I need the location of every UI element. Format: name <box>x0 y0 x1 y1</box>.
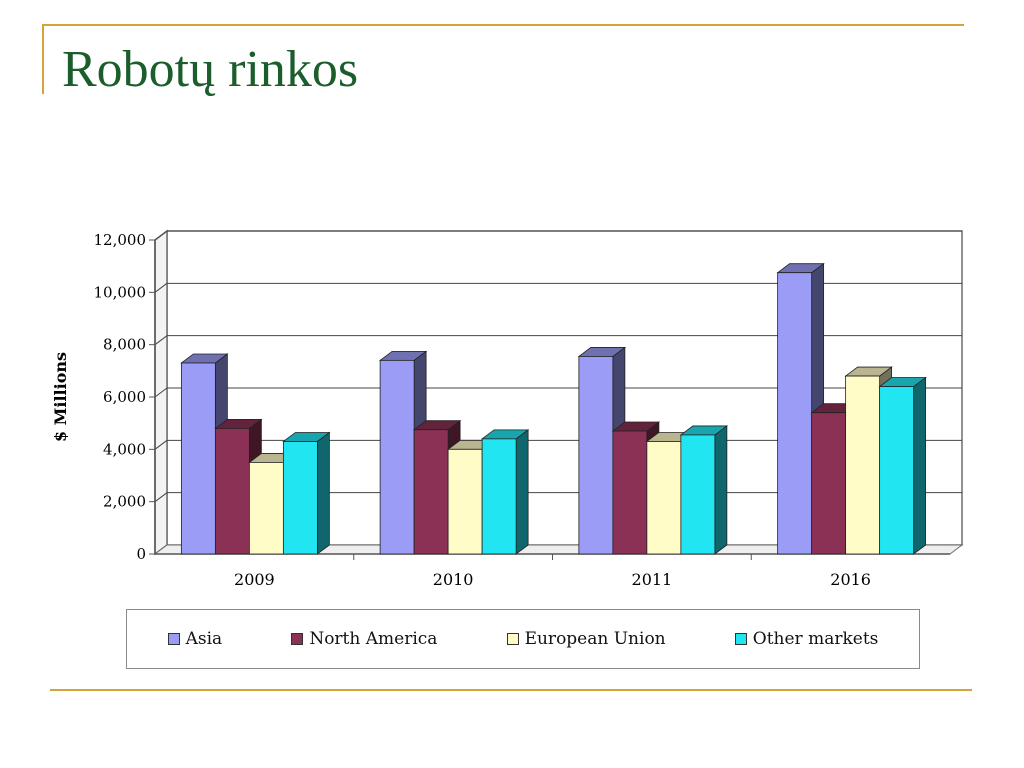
bar-front <box>578 356 614 555</box>
slide-left-rule <box>42 24 44 94</box>
bar-front <box>777 272 813 555</box>
bar-front <box>845 375 881 555</box>
y-tick-label: 4,000 <box>103 440 146 458</box>
bar-side <box>316 431 330 555</box>
legend-label: North America <box>309 629 438 649</box>
bar-front <box>379 359 415 555</box>
bar-front <box>282 441 318 555</box>
bar-front <box>413 429 449 555</box>
legend-item-north-america: North America <box>291 629 437 649</box>
legend-label: Other markets <box>752 629 879 649</box>
legend-item-asia: Asia <box>167 629 223 649</box>
bar-side <box>714 425 728 555</box>
legend-swatch <box>734 633 747 645</box>
legend-label: European Union <box>524 629 666 649</box>
y-tick-label: 6,000 <box>103 388 146 406</box>
x-tick-label: 2009 <box>234 570 275 589</box>
bar-front <box>447 448 483 555</box>
slide-bottom-rule <box>50 689 972 691</box>
y-tick-label: 12,000 <box>94 231 147 249</box>
x-tick-label: 2010 <box>433 570 474 589</box>
slide-top-rule <box>42 24 964 26</box>
bar-front <box>248 462 284 555</box>
x-tick-label: 2011 <box>632 570 673 589</box>
legend-swatch <box>167 633 180 645</box>
bar-front <box>180 362 216 555</box>
gridline-side <box>154 387 168 398</box>
y-tick-label: 0 <box>136 545 146 563</box>
y-tick-label: 8,000 <box>103 336 146 354</box>
bar-front <box>646 441 682 555</box>
y-tick-label: 10,000 <box>94 283 147 301</box>
y-axis-label: $ Millions <box>51 352 70 442</box>
gridline-side <box>154 335 168 346</box>
gridline-side <box>154 439 168 450</box>
bar-side <box>515 429 529 555</box>
legend-item-other-markets: Other markets <box>734 629 879 649</box>
gridline-side <box>154 492 168 503</box>
bar-front <box>214 427 250 555</box>
bar-front <box>680 434 716 555</box>
legend-label: Asia <box>185 629 223 649</box>
chart-legend: Asia North America European Union Other mar… <box>126 609 920 669</box>
bar-front <box>879 386 915 555</box>
bar-front <box>612 430 648 555</box>
x-tick-label: 2016 <box>830 570 871 589</box>
bar-side <box>913 376 927 555</box>
bar-front <box>811 412 847 555</box>
legend-swatch <box>291 633 304 645</box>
bar-front <box>481 438 517 555</box>
gridline-side <box>154 282 168 293</box>
bar-other-markets-2009 <box>282 431 331 555</box>
legend-item-european-union: European Union <box>506 629 666 649</box>
bar-other-markets-2010 <box>480 429 530 555</box>
slide-title: Robotų rinkos <box>62 41 359 98</box>
bar-other-markets-2016 <box>878 376 927 555</box>
bar-other-markets-2011 <box>679 425 729 555</box>
gridline-side <box>154 230 168 241</box>
y-tick-label: 2,000 <box>103 493 146 511</box>
legend-swatch <box>506 633 519 645</box>
